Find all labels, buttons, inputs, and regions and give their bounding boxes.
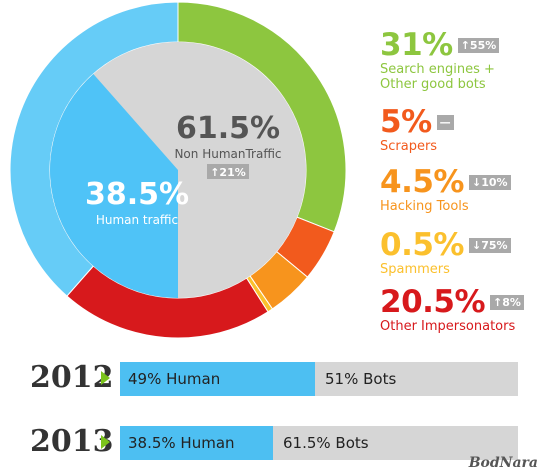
- year-label: 2012: [30, 360, 114, 395]
- donut-chart: 61.5%Non HumanTraffic ↑21% 38.5%Human traf…: [9, 1, 347, 339]
- human-label: Human traffic: [96, 213, 178, 227]
- legend-delta-badge: ↑55%: [457, 37, 500, 53]
- year-row-2012: 2012 49% Human 51% Bots: [0, 360, 550, 396]
- triangle-right-icon: [101, 371, 110, 385]
- legend-delta-badge: ↓10%: [468, 174, 511, 190]
- legend-header: 31% ↑55%: [380, 27, 500, 63]
- bots-bar: 38.5% Human 61.5% Bots: [120, 426, 518, 460]
- year-label: 2013: [30, 424, 114, 459]
- human-slice: [49, 73, 178, 299]
- legend-header: 0.5% ↓75%: [380, 228, 511, 262]
- legend-item: 0.5% ↓75% Spammers: [380, 228, 511, 277]
- non-human-delta-badge: [207, 164, 249, 179]
- outer-ring: [9, 1, 347, 339]
- bots-label: 51% Bots: [325, 370, 397, 388]
- legend-label: Other Impersonators: [380, 319, 516, 334]
- watermark: BodNara: [468, 455, 538, 471]
- legend-percent: 4.5%: [380, 164, 464, 200]
- legend-label: Spammers: [380, 262, 450, 277]
- non-human-percent: 61.5%: [176, 111, 280, 146]
- legend-item: 5% — Scrapers: [380, 105, 454, 154]
- legend-percent: 20.5%: [380, 284, 486, 320]
- legend-item: 20.5% ↑8% Other Impersonators: [380, 285, 524, 334]
- triangle-right-icon: [101, 435, 110, 449]
- non-human-delta: ↑21%: [210, 166, 246, 179]
- human-percent: 38.5%: [85, 177, 189, 212]
- center-labels: 61.5%Non HumanTraffic ↑21% 38.5%Human traf…: [85, 111, 282, 227]
- year-row-2013: 2013 38.5% Human 61.5% Bots: [0, 424, 550, 460]
- legend-item: 31% ↑55% Search engines + Other good bots: [380, 27, 500, 92]
- legend-label: Other good bots: [380, 77, 486, 92]
- legend-header: 20.5% ↑8%: [380, 285, 524, 319]
- legend-header: 5% —: [380, 105, 454, 139]
- legend-percent: 0.5%: [380, 227, 464, 263]
- bots-label: 61.5% Bots: [283, 434, 369, 452]
- legend-item: 4.5% ↓10% Hacking Tools: [380, 165, 511, 214]
- human-bar: [120, 362, 315, 396]
- inner-pie: [49, 42, 306, 299]
- legend-label: Hacking Tools: [380, 199, 469, 214]
- legend-label: Scrapers: [380, 139, 438, 154]
- legend-delta-badge: ↓75%: [468, 237, 511, 253]
- bots-bar: 49% Human 51% Bots: [120, 362, 518, 396]
- human-bar: [120, 426, 273, 460]
- legend-delta-badge: ↑8%: [490, 294, 524, 310]
- legend-label: Search engines +: [380, 62, 495, 77]
- legend-delta-badge: —: [436, 114, 454, 130]
- legend-percent: 5%: [380, 104, 432, 140]
- legend-percent: 31%: [380, 27, 453, 63]
- non-human-label: Non HumanTraffic: [174, 147, 281, 161]
- human-label: 38.5% Human: [128, 434, 235, 452]
- legend-header: 4.5% ↓10%: [380, 165, 511, 199]
- human-label: 49% Human: [128, 370, 221, 388]
